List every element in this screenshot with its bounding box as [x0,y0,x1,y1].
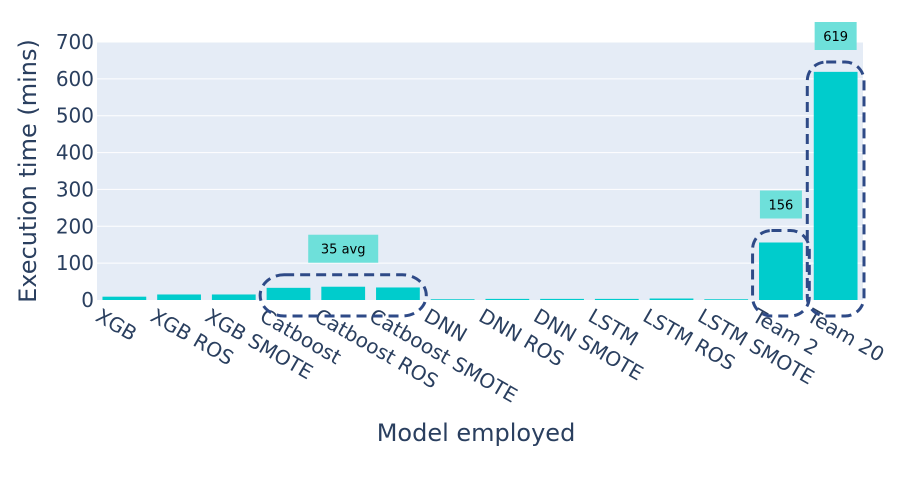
y-tick-label: 200 [56,214,94,238]
gridlines [97,41,863,264]
annotation-label-bg [308,234,379,263]
y-axis-title: Execution time (mins) [14,39,42,303]
bar [759,242,803,300]
x-axis-title: Model employed [377,419,576,447]
bar [813,71,858,301]
annotation-box [258,273,428,318]
bar [266,287,311,300]
bar [430,299,475,300]
plot-background [97,42,863,300]
y-tick-label: 300 [56,177,94,201]
annotation-label-bg [814,22,857,50]
bar [649,298,694,300]
annotation-label: 619 [823,30,848,45]
bar [594,298,639,300]
annotation-box [751,229,811,318]
y-tick-labels: 0 100 200 300 400 500 600 700 [56,30,94,312]
bar [376,287,420,300]
y-tick-label: 400 [56,141,94,165]
y-tick-label: 500 [56,104,94,128]
bar [704,299,749,300]
annotation-box [805,60,866,318]
annotation-label: 156 [769,199,794,214]
y-tick-label: 0 [81,288,94,312]
annotation-label-bg [759,190,802,219]
bar [102,296,147,300]
bar [211,294,256,300]
annotations: 35 avg 156 619 [258,22,866,318]
bar [321,286,366,300]
bar [485,298,530,300]
bar [540,298,584,300]
y-tick-label: 700 [56,30,94,54]
bars [102,71,858,301]
bar [157,294,201,300]
annotation-label: 35 avg [321,243,366,258]
x-tick-label: XGB [92,304,141,346]
y-tick-label: 600 [56,67,94,91]
y-tick-label: 100 [56,251,94,275]
